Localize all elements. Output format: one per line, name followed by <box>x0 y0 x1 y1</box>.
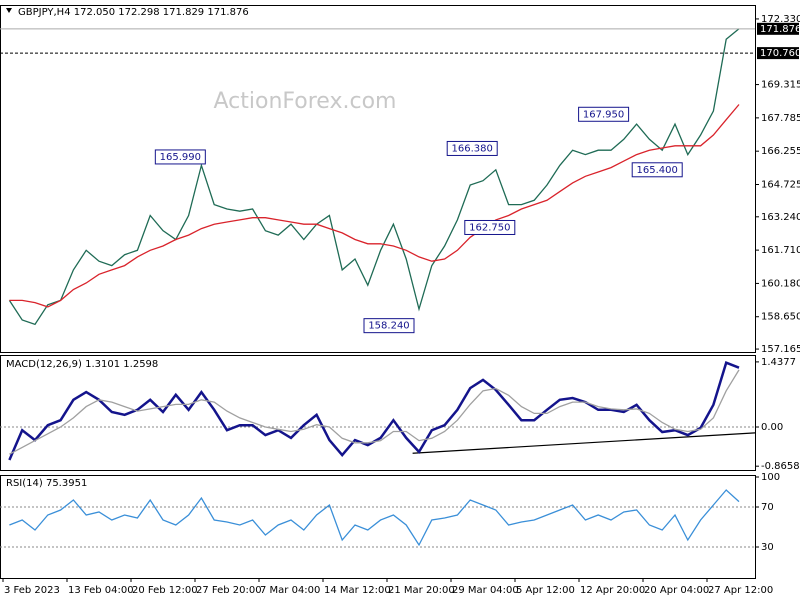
x-tick-label: 29 Mar 04:00 <box>452 585 519 596</box>
y-tick-label: 100 <box>761 472 780 483</box>
level-tag-label: 170.760 <box>760 48 800 59</box>
x-tick-label: 5 Apr 12:00 <box>516 585 575 596</box>
y-tick-label: 30 <box>761 542 774 553</box>
series-line <box>9 104 740 308</box>
price-tag-label: 171.876 <box>760 24 800 35</box>
y-tick-label: 161.710 <box>761 245 800 256</box>
panel-title: GBPJPY,H4 172.050 172.298 171.829 171.87… <box>18 7 249 18</box>
series-line <box>8 28 740 326</box>
annotation-label: 165.400 <box>637 165 678 176</box>
x-tick-label: 13 Feb 04:00 <box>68 585 134 596</box>
x-tick-label: 21 Mar 20:00 <box>388 585 455 596</box>
x-tick-label: 20 Apr 04:00 <box>644 585 709 596</box>
series-line <box>9 369 740 455</box>
x-tick-label: 14 Mar 12:00 <box>324 585 391 596</box>
series-line <box>9 489 740 547</box>
y-tick-label: 172.330 <box>761 14 800 25</box>
panel-title: MACD(12,26,9) 1.3101 1.2598 <box>6 359 158 370</box>
panel-frame <box>0 5 756 353</box>
y-tick-label: 163.240 <box>761 212 800 223</box>
annotation-box <box>154 149 206 165</box>
x-tick-label: 12 Apr 20:00 <box>580 585 645 596</box>
y-tick-label: 169.315 <box>761 80 800 91</box>
y-tick-label: 164.725 <box>761 179 800 190</box>
annotation-box <box>363 318 415 334</box>
price-tag <box>757 22 799 35</box>
annotation-box <box>446 140 498 156</box>
y-tick-label: 157.165 <box>761 344 800 355</box>
y-tick-label: -0.8658 <box>761 461 800 472</box>
x-tick-label: 20 Feb 12:00 <box>132 585 198 596</box>
y-tick-label: 158.650 <box>761 312 800 323</box>
y-tick-label: 167.785 <box>761 113 800 124</box>
y-tick-label: 166.255 <box>761 146 800 157</box>
panel-frame <box>0 355 756 471</box>
y-tick-label: 160.180 <box>761 278 800 289</box>
annotation-label: 167.950 <box>583 109 624 120</box>
annotation-label: 165.990 <box>160 152 201 163</box>
panel-title: RSI(14) 75.3951 <box>6 478 87 489</box>
x-tick-label: 3 Feb 2023 <box>4 585 60 596</box>
y-tick-label: 70 <box>761 502 774 513</box>
annotation-box <box>578 106 630 122</box>
annotation-box <box>631 162 683 178</box>
x-tick-label: 27 Apr 12:00 <box>708 585 773 596</box>
level-tag <box>757 47 799 60</box>
title-icon <box>6 8 12 13</box>
y-tick-label: 1.4377 <box>761 357 796 368</box>
y-tick-label: 0.00 <box>761 422 783 433</box>
annotation-label: 166.380 <box>452 143 493 154</box>
annotation-label: 158.240 <box>368 321 409 332</box>
x-tick-label: 27 Feb 20:00 <box>196 585 262 596</box>
trendline <box>412 432 756 454</box>
watermark: ActionForex.com <box>214 89 397 114</box>
annotation-label: 162.750 <box>469 222 510 233</box>
x-tick-label: 7 Mar 04:00 <box>260 585 320 596</box>
series-line <box>8 361 740 461</box>
annotation-box <box>464 219 516 235</box>
panel-frame <box>0 475 756 579</box>
